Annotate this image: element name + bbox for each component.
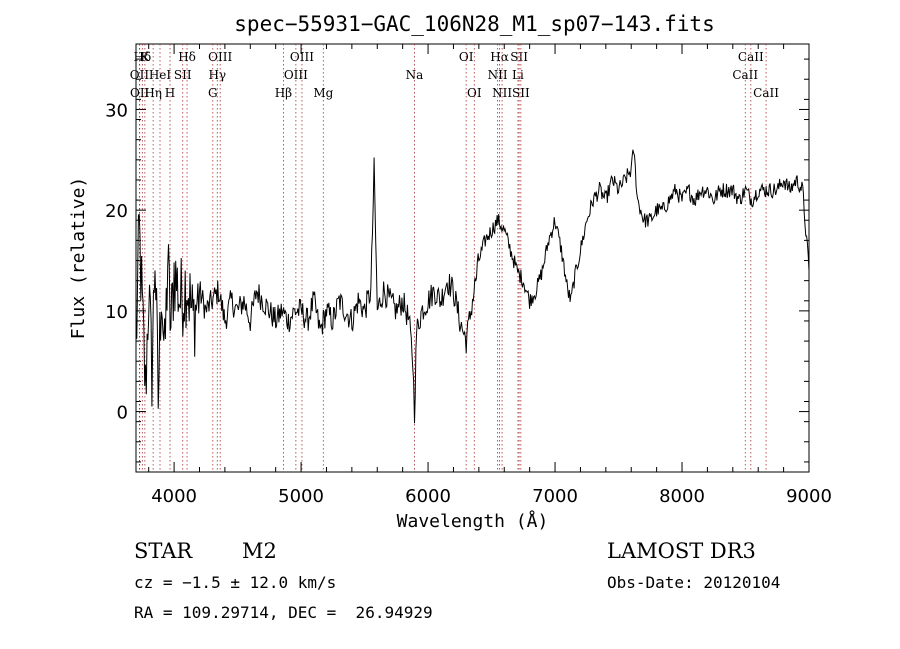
y-tick-label: 20 xyxy=(105,201,128,222)
spectral-line-label: OIII xyxy=(290,50,314,64)
spectral-line-label: Hγ xyxy=(208,68,226,82)
spectral-line-label: OII xyxy=(130,86,150,100)
y-tick-label: 0 xyxy=(117,403,128,424)
x-tick-label: 4000 xyxy=(151,486,197,507)
y-tick-label: 10 xyxy=(105,302,128,323)
spectral-line-label: CaII xyxy=(753,86,779,100)
spectral-line-label: OI xyxy=(467,86,482,100)
y-axis-label: Flux (relative) xyxy=(68,177,89,340)
x-tick-label: 5000 xyxy=(278,486,324,507)
x-tick-label: 9000 xyxy=(786,486,832,507)
coordinates: RA = 109.29714, DEC = 26.94929 xyxy=(134,603,433,622)
redshift-value: cz = −1.5 ± 12.0 km/s xyxy=(134,573,337,592)
spectral-line-label: OII xyxy=(130,68,150,82)
x-tick-label: 7000 xyxy=(532,486,578,507)
spectral-line-label: K xyxy=(140,50,150,64)
plot-frame xyxy=(135,43,810,473)
spectral-line-label: Na xyxy=(406,68,424,82)
obs-date: Obs-Date: 20120104 xyxy=(607,573,781,592)
spectral-line-label: SII xyxy=(512,86,530,100)
x-axis-label: Wavelength (Å) xyxy=(397,510,549,532)
x-tick-label: 8000 xyxy=(659,486,705,507)
spectral-line-label: OI xyxy=(459,50,474,64)
spectral-line-label: G xyxy=(208,86,218,100)
spectral-line-label: Hδ xyxy=(133,50,151,64)
spectral-line-label: NII xyxy=(492,86,512,100)
spectral-line-label: CaII xyxy=(738,50,764,64)
spectral-line-label: SII xyxy=(174,68,192,82)
spectral-line-label: H xyxy=(165,86,175,100)
spectral-line-label: SII xyxy=(510,50,528,64)
spectral-line-label: Hβ xyxy=(275,86,292,100)
spectral-line-label: Mg xyxy=(313,86,333,100)
spectral-line-label: OIII xyxy=(284,68,308,82)
spectral-line-label: Hδ xyxy=(178,50,196,64)
x-tick-label: 6000 xyxy=(405,486,451,507)
spectrum-line xyxy=(136,149,809,424)
spectral-line-label: Hη xyxy=(144,86,162,100)
spectral-line-label: Hα xyxy=(490,50,509,64)
spectral-line-label: CaII xyxy=(732,68,758,82)
spectral-line-label: NII xyxy=(488,68,508,82)
spectral-line-label: Li xyxy=(512,68,524,82)
spectrum-chart: spec−55931−GAC_106N28_M1_sp07−143.fits 40… xyxy=(68,12,832,532)
spectral-line-label: OIII xyxy=(208,50,232,64)
y-tick-label: 30 xyxy=(105,100,128,121)
chart-title: spec−55931−GAC_106N28_M1_sp07−143.fits xyxy=(234,12,714,36)
object-class: STAR xyxy=(134,539,193,563)
object-subclass: M2 xyxy=(242,539,277,563)
spectral-line-label: HeI xyxy=(149,68,172,82)
survey-name: LAMOST DR3 xyxy=(607,539,756,563)
